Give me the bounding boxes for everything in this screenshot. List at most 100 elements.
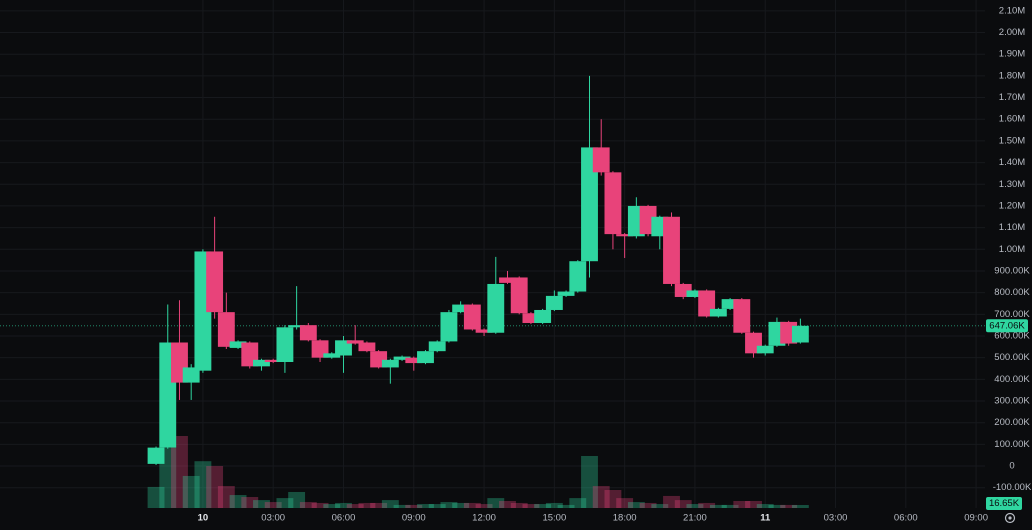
volume-bar (721, 504, 739, 508)
y-tick-label: 1.60M (999, 114, 1025, 125)
y-tick-label: 1.10M (999, 222, 1025, 233)
volume-bar (440, 502, 458, 508)
candle-body (791, 325, 809, 343)
y-tick-label: 0 (1009, 461, 1014, 472)
candle-body (604, 172, 622, 235)
candle-body (616, 234, 634, 237)
volume-bar (311, 502, 329, 508)
volume-bar (417, 504, 434, 508)
volume-bar (241, 497, 259, 508)
volume-bar (358, 502, 376, 508)
x-tick-label: 06:00 (332, 513, 356, 524)
volume-bar (405, 504, 423, 508)
volume-bar (639, 502, 657, 508)
x-tick-label: 09:00 (402, 513, 426, 524)
volume-bar (522, 504, 540, 508)
x-tick-label: 06:00 (894, 513, 918, 524)
volume-bar (510, 502, 528, 508)
y-tick-label: 900.00K (994, 265, 1030, 276)
candle-layer (147, 75, 809, 465)
volume-bar (534, 504, 552, 508)
volume-bar (346, 504, 364, 508)
volume-bar (592, 486, 610, 508)
candle-body (510, 277, 528, 314)
volume-bar (756, 504, 774, 508)
volume-bar (698, 502, 716, 508)
candle-body (417, 351, 434, 364)
volume-bar (323, 504, 341, 508)
settings-icon[interactable] (1004, 512, 1016, 524)
volume-bar (499, 500, 516, 508)
volume-bar (335, 502, 352, 508)
y-tick-label: 800.00K (994, 287, 1030, 298)
settings-dot (1008, 516, 1012, 520)
volume-bar (663, 495, 680, 508)
volume-bar (229, 495, 247, 508)
y-tick-label: 2.10M (999, 5, 1025, 16)
y-tick-label: 1.50M (999, 135, 1025, 146)
candle-body (545, 295, 563, 310)
candle-body (522, 313, 540, 323)
y-tick-label: 300.00K (994, 396, 1030, 407)
volume-bar (182, 475, 200, 508)
label-layer: -100.00K 0 100.00K 200.00K 300.00K 400.00K 500… (198, 5, 1032, 523)
y-tick-label: 600.00K (994, 331, 1030, 342)
candle-body (335, 340, 352, 356)
volume-bar (768, 504, 786, 508)
volume-bar (651, 504, 669, 508)
volume-bar (264, 502, 282, 508)
candle-body (452, 304, 470, 313)
candle-body (147, 447, 165, 464)
candle-body (182, 367, 200, 383)
x-tick-label: 15:00 (542, 513, 566, 524)
volume-bar (487, 498, 505, 508)
volume-bar (452, 502, 470, 508)
candle-body (206, 251, 224, 313)
volume-bar (674, 500, 692, 508)
candle-body (393, 356, 411, 360)
candle-body (475, 329, 493, 333)
candle-body (346, 340, 364, 344)
volume-bar (393, 504, 411, 508)
candle-body (217, 312, 235, 347)
candle-body (581, 147, 598, 262)
volume-bar (381, 500, 399, 508)
candle-body (440, 312, 458, 342)
candle-body (756, 345, 774, 354)
volume-bar (299, 502, 317, 508)
volume-bar (194, 461, 212, 508)
x-tick-label: 03:00 (824, 513, 848, 524)
volume-bar (557, 504, 575, 508)
volume-bar (288, 491, 306, 508)
last-price-label: 647.06K (989, 320, 1025, 331)
y-tick-label: 1.00M (999, 244, 1025, 255)
volume-bar (545, 502, 563, 508)
y-tick-label: -100.00K (993, 482, 1032, 493)
candle-body (663, 216, 680, 284)
candle-body (534, 309, 552, 323)
candle-body (686, 290, 704, 297)
last-volume-label: 16.65K (989, 498, 1020, 509)
candle-body (276, 327, 294, 363)
candle-body (253, 359, 270, 367)
volume-bar (569, 498, 587, 508)
x-tick-label: 12:00 (472, 513, 496, 524)
x-tick-label: 09:00 (964, 513, 988, 524)
candle-body (592, 147, 610, 173)
candle-body (709, 308, 727, 317)
y-tick-label: 1.20M (999, 200, 1025, 211)
candle-body (358, 342, 376, 352)
last-price-box (986, 319, 1028, 333)
candle-body (288, 325, 306, 328)
volume-bar (780, 504, 798, 508)
volume-bar (686, 504, 704, 508)
candle-body (499, 277, 516, 283)
volume-layer (147, 436, 809, 508)
volume-bar (733, 500, 751, 508)
volume-bar (604, 490, 622, 508)
candle-body (229, 341, 247, 348)
volume-bar (276, 498, 294, 508)
candle-body (487, 283, 505, 333)
